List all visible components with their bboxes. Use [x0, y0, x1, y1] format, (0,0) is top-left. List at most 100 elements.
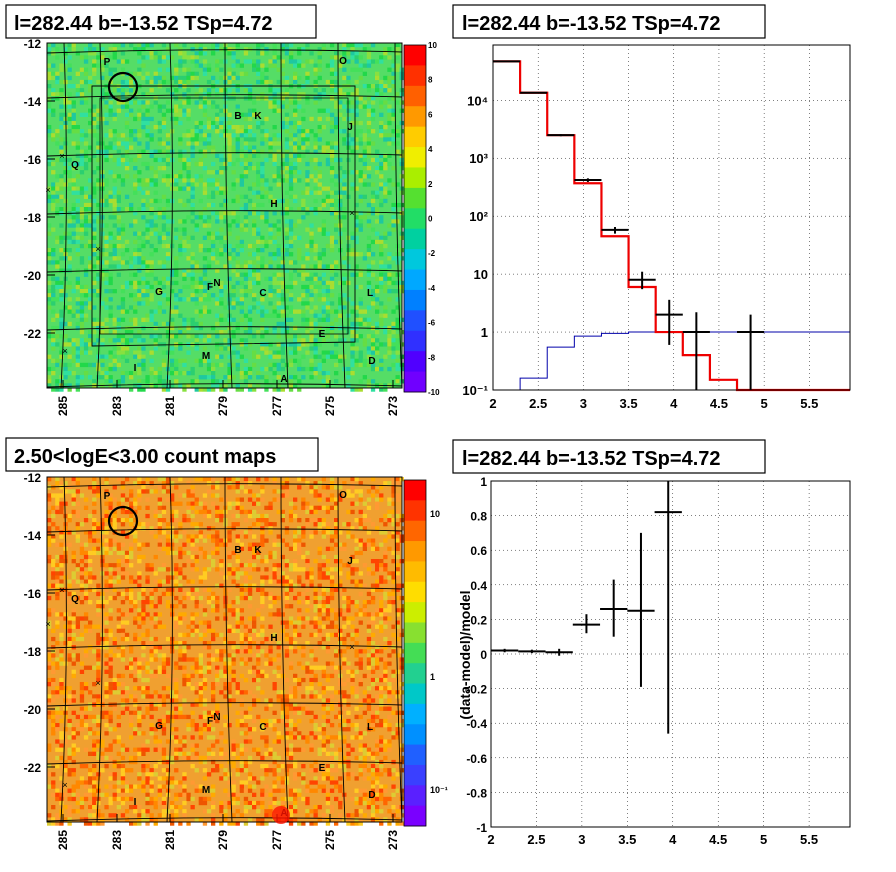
map-pixel: [329, 325, 335, 331]
map-pixel: [145, 120, 150, 126]
map-pixel: [284, 51, 290, 56]
map-pixel: [334, 120, 339, 126]
map-pixel: [247, 387, 253, 392]
x-tick-label: 3: [580, 396, 587, 411]
map-pixel: [165, 481, 171, 486]
map-pixel: [79, 215, 85, 220]
map-pixel: [206, 293, 212, 298]
map-pixel: [239, 354, 244, 359]
map-pixel: [59, 125, 64, 130]
map-pixel: [370, 211, 376, 216]
map-pixel: [329, 145, 335, 150]
map-pixel: [379, 280, 384, 286]
map-pixel: [334, 542, 339, 547]
map-pixel: [391, 489, 396, 494]
map-pixel: [227, 346, 232, 351]
map-pixel: [157, 620, 162, 625]
map-pixel: [67, 338, 72, 343]
map-pixel: [133, 116, 138, 122]
map-pixel: [350, 330, 355, 335]
map-pixel: [284, 620, 290, 625]
map-pixel: [329, 284, 335, 290]
map-pixel: [174, 620, 179, 625]
map-pixel: [157, 567, 162, 572]
map-pixel: [272, 305, 277, 310]
map-pixel: [165, 108, 171, 113]
map-pixel: [178, 79, 183, 85]
map-pixel: [116, 579, 121, 584]
map-pixel: [129, 371, 134, 376]
map-pixel: [174, 534, 179, 539]
map-pixel: [338, 338, 343, 343]
map-pixel: [51, 71, 56, 76]
map-pixel: [309, 375, 314, 380]
map-pixel: [325, 546, 331, 551]
map-pixel: [313, 67, 318, 72]
map-pixel: [284, 178, 290, 183]
map-pixel: [170, 317, 175, 322]
map-pixel: [313, 305, 318, 310]
map-pixel: [63, 342, 68, 347]
map-pixel: [329, 624, 335, 629]
map-pixel: [268, 612, 273, 617]
map-pixel: [247, 157, 253, 163]
map-pixel: [329, 149, 335, 154]
map-pixel: [321, 624, 326, 629]
map-pixel: [342, 190, 347, 195]
map-pixel: [305, 501, 310, 506]
map-pixel: [202, 141, 208, 146]
map-pixel: [157, 497, 162, 502]
map-pixel: [67, 178, 72, 183]
map-pixel: [63, 47, 68, 52]
map-pixel: [51, 301, 56, 306]
map-pixel: [141, 55, 146, 60]
map-pixel: [174, 583, 179, 588]
map-pixel: [157, 129, 162, 134]
map-pixel: [112, 116, 117, 122]
map-pixel: [63, 371, 68, 376]
map-pixel: [63, 284, 68, 290]
map-pixel: [256, 190, 261, 195]
map-pixel: [124, 153, 130, 158]
map-pixel: [79, 186, 85, 191]
map-pixel: [325, 379, 331, 384]
map-pixel: [75, 477, 80, 482]
map-pixel: [329, 157, 335, 163]
map-pixel: [71, 481, 76, 486]
map-pixel: [342, 129, 347, 134]
map-pixel: [264, 375, 269, 380]
map-pixel: [395, 366, 400, 372]
map-pixel: [329, 202, 335, 208]
map-pixel: [186, 268, 191, 273]
map-pixel: [383, 624, 388, 629]
map-pixel: [47, 530, 52, 535]
map-pixel: [116, 550, 121, 556]
map-pixel: [67, 591, 72, 597]
map-pixel: [145, 379, 150, 384]
map-pixel: [194, 215, 199, 220]
map-pixel: [206, 509, 212, 515]
map-pixel: [190, 522, 195, 527]
map-pixel: [280, 63, 285, 68]
map-pixel: [141, 346, 146, 351]
map-pixel: [321, 530, 326, 535]
y-tick-label: 10²: [469, 209, 488, 224]
map-pixel: [47, 129, 52, 134]
map-pixel: [317, 522, 322, 527]
map-pixel: [264, 591, 269, 597]
map-pixel: [366, 612, 372, 617]
map-pixel: [137, 178, 142, 183]
map-pixel: [329, 112, 335, 117]
map-pixel: [194, 174, 199, 179]
map-pixel: [284, 542, 290, 547]
map-pixel: [141, 215, 146, 220]
map-pixel: [313, 489, 318, 494]
map-pixel: [211, 477, 216, 482]
map-pixel: [71, 186, 76, 191]
map-pixel: [83, 231, 89, 236]
map-pixel: [92, 71, 97, 76]
map-pixel: [366, 51, 372, 56]
map-pixel: [145, 108, 150, 113]
map-pixel: [141, 301, 146, 306]
map-pixel: [194, 100, 199, 105]
